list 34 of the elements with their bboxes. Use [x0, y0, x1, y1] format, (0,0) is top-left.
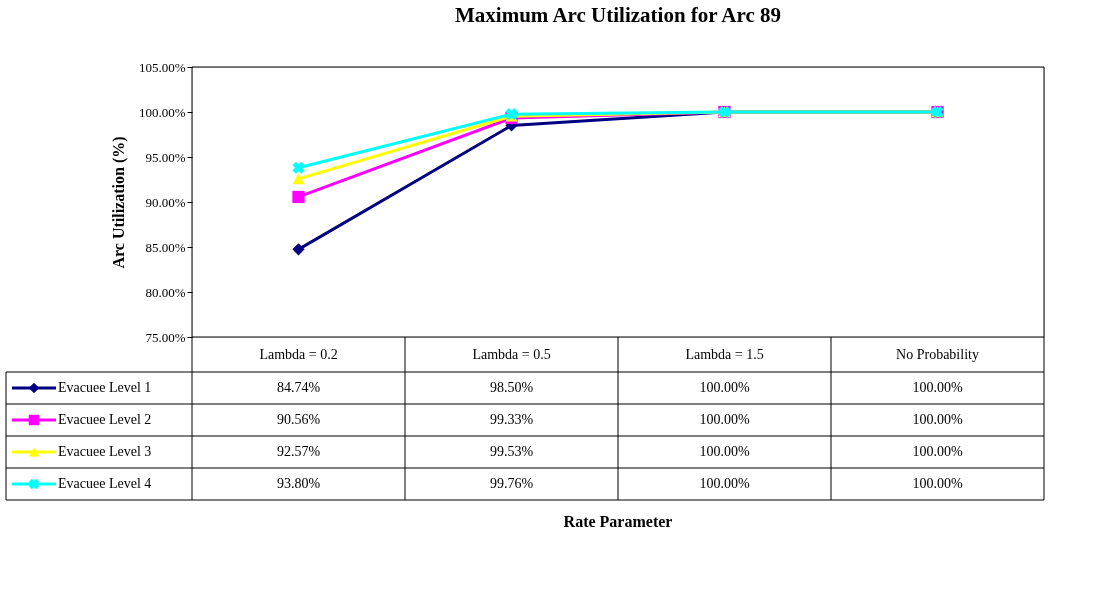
data-label: 90.56% — [276, 412, 321, 427]
data-label: 100.00% — [912, 444, 963, 459]
legend-label: Evacuee Level 3 — [58, 444, 152, 459]
y-tick-label: 100.00% — [138, 104, 186, 120]
data-label: 93.80% — [276, 476, 321, 491]
data-label: 100.00% — [699, 380, 750, 395]
x-tick-label: Lambda = 1.5 — [685, 347, 764, 362]
y-tick-label: 95.00% — [145, 149, 186, 165]
data-label: 98.50% — [489, 380, 534, 395]
data-label: 100.00% — [912, 412, 963, 427]
x-tick-label: No Probability — [896, 347, 979, 362]
chart-title: Maximum Arc Utilization for Arc 89 — [454, 3, 782, 27]
data-label: 100.00% — [912, 380, 963, 395]
y-tick-label: 85.00% — [145, 239, 186, 255]
data-label: 100.00% — [699, 412, 750, 427]
data-label: 99.53% — [489, 444, 534, 459]
legend-label: Evacuee Level 4 — [58, 476, 152, 491]
data-label: 100.00% — [912, 476, 963, 491]
y-tick-label: 80.00% — [145, 284, 186, 300]
legend-label: Evacuee Level 2 — [58, 412, 152, 427]
data-label: 100.00% — [699, 476, 750, 491]
data-label: 99.76% — [489, 476, 534, 491]
y-axis-title: Arc Utilization (%) — [109, 136, 128, 269]
data-label: 92.57% — [276, 444, 321, 459]
legend-label: Evacuee Level 1 — [58, 380, 152, 395]
y-tick-label: 90.00% — [145, 194, 186, 210]
x-tick-label: Lambda = 0.2 — [259, 347, 338, 362]
data-label: 100.00% — [699, 444, 750, 459]
text: Rate Parameter — [563, 513, 673, 530]
y-tick-label: 105.00% — [138, 59, 186, 75]
y-tick-label: 75.00% — [145, 329, 186, 345]
data-label: 84.74% — [276, 380, 321, 395]
x-tick-label: Lambda = 0.5 — [472, 347, 551, 362]
data-label: 99.33% — [489, 412, 534, 427]
